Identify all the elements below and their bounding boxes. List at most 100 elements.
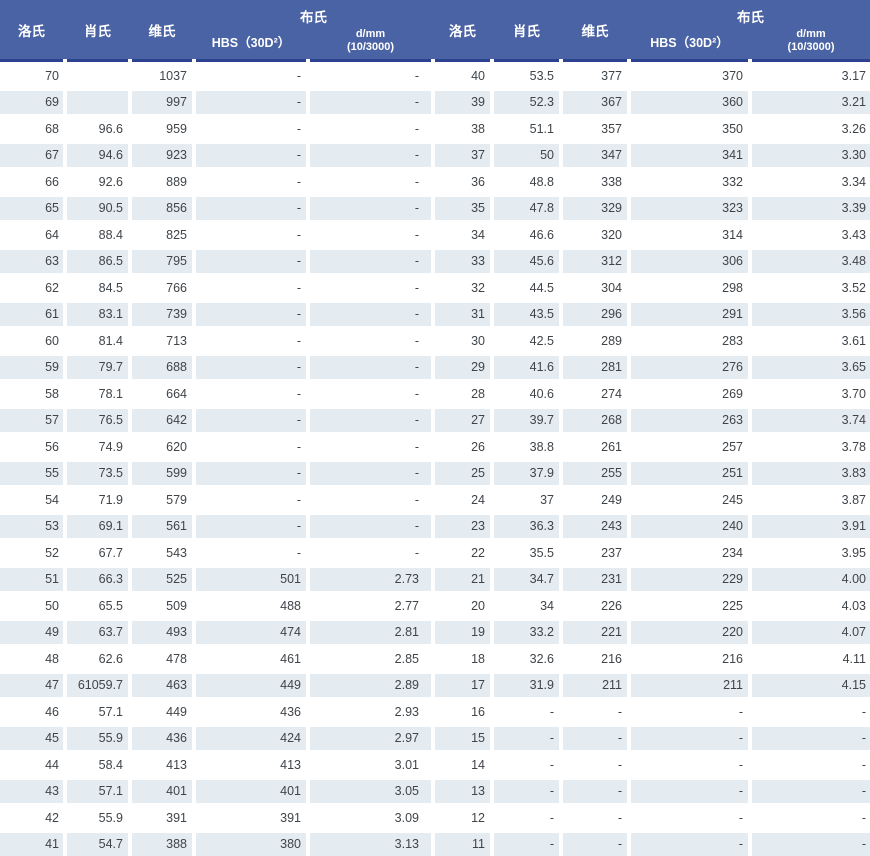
cell-dmm-right: 3.34 [841,174,866,189]
cell-vickers-left: 856 [132,196,192,220]
cell-rockwell-left: 49 [0,620,63,644]
cell-dmm-left: - [310,302,431,326]
cell-hbs-left: - [296,492,301,507]
cell-shore-right: 34 [540,598,554,613]
cell-vickers-right: 243 [563,514,627,538]
cell-vickers-right: 357 [601,121,622,136]
cell-shore-left: 66.3 [67,567,128,591]
header-hbs-right: HBS（30D²） [650,35,729,50]
cell-hbs-right: 360 [631,90,748,114]
cell-hbs-right: 240 [631,514,748,538]
cell-hbs-right: 216 [722,651,743,666]
cell-dmm-left: 2.73 [310,567,431,591]
cell-shore-left: 62.6 [98,651,123,666]
cell-dmm-left: - [414,439,419,454]
cell-rockwell-left: 60 [45,333,59,348]
cell-dmm-right: - [861,757,866,772]
cell-dmm-left: 2.77 [394,598,419,613]
cell-shore-left: 81.4 [98,333,123,348]
cell-shore-left: 76.5 [67,408,128,432]
cell-shore-right: 45.6 [494,249,559,273]
cell-shore-right: 41.6 [494,355,559,379]
cell-shore-left: 84.5 [98,280,123,295]
cell-rockwell-left: 64 [45,227,59,242]
cell-vickers-right: - [617,704,622,719]
cell-shore-right: - [494,726,559,750]
cell-dmm-right: - [861,704,866,719]
cell-vickers-left: 739 [132,302,192,326]
cell-shore-left [67,64,128,88]
cell-vickers-right: 289 [601,333,622,348]
cell-rockwell-right: 24 [471,492,485,507]
cell-vickers-right: - [563,779,627,803]
cell-rockwell-right: 20 [471,598,485,613]
header-shore-left: 肖氏 [84,23,111,39]
cell-vickers-left: 509 [166,598,187,613]
cell-vickers-left: 766 [166,280,187,295]
cell-hbs-right: - [631,726,748,750]
cell-hbs-left: 461 [280,651,301,666]
header-vickers-right: 维氏 [581,23,609,39]
cell-hbs-left: - [296,121,301,136]
cell-hbs-left: - [296,280,301,295]
cell-hbs-left: - [296,333,301,348]
cell-dmm-right: 3.83 [752,461,870,485]
cell-shore-right: 51.1 [529,121,554,136]
cell-hbs-right: 314 [722,227,743,242]
cell-vickers-right: - [617,810,622,825]
cell-shore-left: 71.9 [98,492,123,507]
cell-vickers-right: 261 [601,439,622,454]
cell-dmm-right: 3.65 [752,355,870,379]
cell-vickers-left: 923 [132,143,192,167]
cell-hbs-right: - [738,704,743,719]
cell-vickers-left: 959 [166,121,187,136]
cell-vickers-left: 579 [166,492,187,507]
cell-shore-right: 34.7 [494,567,559,591]
header-underline-segment [196,59,306,62]
cell-shore-right: 37 [540,492,554,507]
cell-rockwell-right: 22 [471,545,485,560]
cell-hbs-left: 436 [280,704,301,719]
cell-dmm-right: 3.52 [841,280,866,295]
cell-hbs-left: - [196,302,306,326]
cell-rockwell-left: 46 [45,704,59,719]
cell-rockwell-left: 70 [45,68,59,83]
cell-hbs-left: 501 [196,567,306,591]
cell-rockwell-right: 39 [435,90,490,114]
cell-dmm-left: - [310,249,431,273]
cell-rockwell-right: 32 [471,280,485,295]
header-underline-segment [752,59,870,62]
cell-vickers-left: 795 [132,249,192,273]
cell-dmm-left: 3.01 [394,757,419,772]
cell-rockwell-left: 62 [45,280,59,295]
header-underline-segment [132,59,192,62]
header-dmm-line2-right: (10/3000) [787,41,835,53]
cell-dmm-right: 3.78 [841,439,866,454]
header-underline-segment [0,59,63,62]
cell-hbs-left: 380 [196,832,306,856]
cell-rockwell-right: 18 [471,651,485,666]
cell-dmm-right: - [752,779,870,803]
header-rockwell-right: 洛氏 [449,23,476,39]
cell-hbs-left: - [296,174,301,189]
cell-vickers-right: 338 [601,174,622,189]
header-brinell-subrow-left: HBS（30D²） d/mm (10/3000) [196,23,431,59]
cell-vickers-left: 1037 [159,68,187,83]
cell-hbs-left: - [196,249,306,273]
cell-dmm-left: 3.13 [310,832,431,856]
cell-vickers-left: 463 [132,673,192,697]
cell-vickers-left: 401 [132,779,192,803]
header-underline-segment [563,59,627,62]
header-shore-right: 肖氏 [513,23,540,39]
cell-rockwell-left: 59 [0,355,63,379]
cell-hbs-right: - [631,832,748,856]
cell-hbs-right: 323 [631,196,748,220]
cell-dmm-right: 3.70 [841,386,866,401]
cell-shore-left: 55.9 [98,810,123,825]
cell-hbs-right: 283 [722,333,743,348]
cell-vickers-left: 713 [166,333,187,348]
cell-shore-left: 57.1 [98,704,123,719]
header-dmm-left: d/mm (10/3000) [310,28,431,53]
cell-hbs-left: - [196,461,306,485]
cell-rockwell-left: 68 [45,121,59,136]
